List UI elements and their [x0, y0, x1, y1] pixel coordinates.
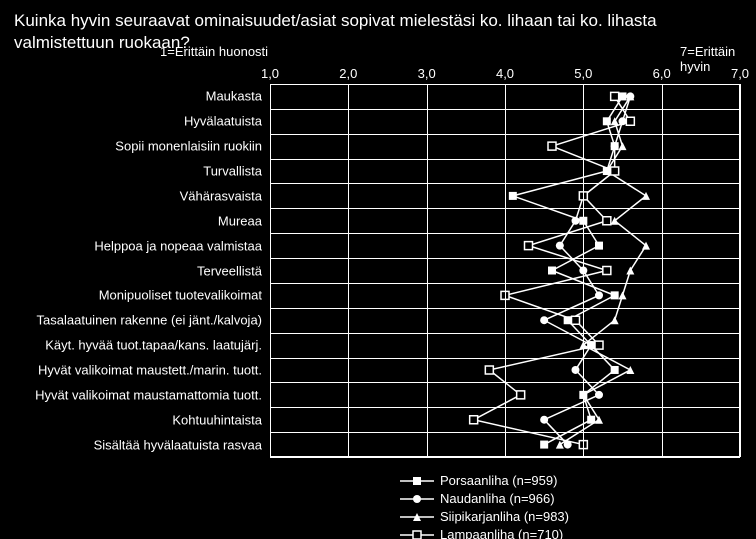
row-line	[270, 432, 740, 433]
marker	[611, 291, 619, 299]
marker	[611, 92, 619, 100]
axis-label-right: 7=Erittäin hyvin	[680, 44, 756, 74]
marker	[626, 366, 634, 374]
marker	[595, 416, 603, 424]
row-line	[270, 134, 740, 135]
legend-item: Naudanliha (n=966)	[400, 490, 569, 507]
axis-label-left: 1=Erittäin huonosti	[160, 44, 268, 59]
row-line	[270, 358, 740, 359]
category-label: Hyvälaatuista	[184, 114, 270, 129]
marker	[619, 142, 627, 150]
marker	[572, 316, 580, 324]
chart-title: Kuinka hyvin seuraavat ominaisuudet/asia…	[0, 0, 748, 60]
category-label: Tasalaatuinen rakenne (ei jänt./kalvoja)	[37, 313, 270, 328]
row-line	[270, 159, 740, 160]
marker	[470, 416, 478, 424]
x-tick-label: 4,0	[496, 66, 514, 81]
plot-area: 1,02,03,04,05,06,07,0MaukastaHyvälaatuis…	[270, 84, 740, 457]
marker	[517, 391, 525, 399]
marker	[572, 366, 580, 374]
marker	[603, 117, 611, 125]
marker	[611, 117, 619, 125]
marker	[556, 441, 564, 449]
marker	[540, 441, 548, 449]
marker	[548, 267, 556, 275]
category-label: Vähärasvaista	[180, 188, 270, 203]
marker	[595, 391, 603, 399]
gridline	[505, 84, 506, 457]
legend-item: Siipikarjanliha (n=983)	[400, 508, 569, 525]
row-line	[270, 333, 740, 334]
legend: Porsaanliha (n=959) Naudanliha (n=966) Sii…	[400, 472, 569, 539]
gridline	[427, 84, 428, 457]
category-label: Maukasta	[206, 89, 270, 104]
category-label: Kohtuuhintaista	[172, 412, 270, 427]
marker	[485, 366, 493, 374]
gridline	[583, 84, 584, 457]
row-line	[270, 407, 740, 408]
marker	[619, 92, 627, 100]
category-label: Terveellistä	[197, 263, 270, 278]
category-label: Monipuoliset tuotevalikoimat	[99, 288, 270, 303]
row-line	[270, 457, 740, 458]
category-label: Hyvät valikoimat maustett./marin. tuott.	[38, 362, 270, 377]
marker	[619, 291, 627, 299]
marker	[611, 167, 619, 175]
marker	[595, 341, 603, 349]
category-label: Käyt. hyvää tuot.tapaa/kans. laatujärj.	[45, 338, 270, 353]
marker	[540, 416, 548, 424]
marker	[611, 142, 619, 150]
marker	[603, 217, 611, 225]
x-tick-label: 5,0	[574, 66, 592, 81]
row-line	[270, 109, 740, 110]
marker	[611, 316, 619, 324]
row-line	[270, 308, 740, 309]
marker	[525, 242, 533, 250]
gridline	[270, 84, 271, 457]
marker	[595, 291, 603, 299]
row-line	[270, 283, 740, 284]
marker	[626, 117, 634, 125]
row-line	[270, 258, 740, 259]
marker	[548, 142, 556, 150]
marker	[626, 267, 634, 275]
marker	[642, 192, 650, 200]
gridline	[740, 84, 741, 457]
category-label: Sisältää hyvälaatuista rasvaa	[94, 437, 270, 452]
marker	[540, 316, 548, 324]
category-label: Turvallista	[203, 164, 270, 179]
x-tick-label: 1,0	[261, 66, 279, 81]
x-tick-label: 3,0	[418, 66, 436, 81]
marker	[611, 366, 619, 374]
row-line	[270, 382, 740, 383]
gridline	[348, 84, 349, 457]
legend-label: Porsaanliha (n=959)	[440, 473, 557, 488]
x-tick-label: 2,0	[339, 66, 357, 81]
legend-label: Siipikarjanliha (n=983)	[440, 509, 569, 524]
legend-label: Lampaanliha (n=710)	[440, 527, 563, 539]
x-tick-label: 6,0	[653, 66, 671, 81]
row-line	[270, 233, 740, 234]
legend-label: Naudanliha (n=966)	[440, 491, 555, 506]
legend-item: Porsaanliha (n=959)	[400, 472, 569, 489]
marker	[595, 242, 603, 250]
gridline	[662, 84, 663, 457]
marker	[603, 267, 611, 275]
row-line	[270, 183, 740, 184]
row-line	[270, 208, 740, 209]
legend-item: Lampaanliha (n=710)	[400, 526, 569, 539]
marker	[572, 217, 580, 225]
category-label: Sopii monenlaisiin ruokiin	[115, 139, 270, 154]
category-label: Mureaa	[218, 213, 270, 228]
category-label: Hyvät valikoimat maustamattomia tuott.	[35, 387, 270, 402]
marker	[509, 192, 517, 200]
row-line	[270, 84, 740, 85]
category-label: Helppoa ja nopeaa valmistaa	[94, 238, 270, 253]
marker	[556, 242, 564, 250]
